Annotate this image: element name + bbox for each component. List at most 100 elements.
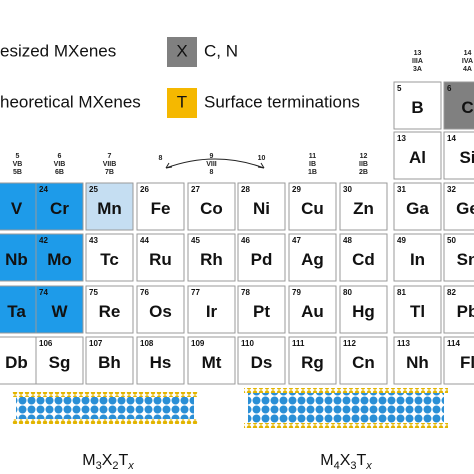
subscript: x <box>127 460 134 472</box>
element-cell <box>393 81 442 130</box>
group-alt: 5B <box>13 169 22 176</box>
atomic-number: 46 <box>241 236 250 245</box>
atomic-number: 25 <box>89 185 98 194</box>
atomic-number: 82 <box>447 288 456 297</box>
element-symbol: Tc <box>100 250 119 269</box>
element-symbol: In <box>410 250 425 269</box>
group-roman: IIIA <box>412 58 423 65</box>
element-cell <box>85 182 134 231</box>
element-symbol: Sg <box>49 353 71 372</box>
group-roman: VIII <box>206 161 217 168</box>
element-symbol: Ni <box>253 199 270 218</box>
terminations <box>244 423 448 428</box>
atomic-number: 24 <box>39 185 48 194</box>
element-cell <box>443 285 474 334</box>
atomic-number: 79 <box>292 288 301 297</box>
atomic-number: 113 <box>397 339 410 348</box>
element-symbol: Sn <box>457 250 474 269</box>
group-alt: 8 <box>210 169 214 176</box>
element-symbol: Fl <box>460 353 474 372</box>
atomic-number: 78 <box>241 288 250 297</box>
element-cell <box>187 336 236 385</box>
element-cell <box>339 336 388 385</box>
atomic-number: 5 <box>397 84 402 93</box>
element-cell <box>187 182 236 231</box>
element-symbol: Db <box>5 353 28 372</box>
letter: X <box>102 452 113 469</box>
element-symbol: Ge <box>456 199 474 218</box>
element-cell <box>443 233 474 282</box>
atomic-number: 6 <box>447 84 452 93</box>
element-symbol: Au <box>301 302 324 321</box>
element-cell <box>35 233 84 282</box>
legend-box <box>167 37 197 67</box>
arrow <box>165 158 265 169</box>
atomic-number: 77 <box>191 288 200 297</box>
group-number: 13 <box>414 50 422 57</box>
element-cell <box>443 131 474 180</box>
element-cell <box>237 233 286 282</box>
element-symbol: Nb <box>5 250 28 269</box>
element-symbol: Rh <box>200 250 223 269</box>
element-symbol: Hg <box>352 302 375 321</box>
structure-label: M4X3Tx <box>320 452 372 472</box>
element-cell <box>85 336 134 385</box>
group-number: 11 <box>309 153 317 160</box>
terminations <box>244 388 448 393</box>
atomic-number: 106 <box>39 339 53 348</box>
element-cell <box>237 285 286 334</box>
atomic-number: 109 <box>191 339 205 348</box>
subscript: 3 <box>350 460 356 472</box>
atomic-number: 27 <box>191 185 200 194</box>
atomic-number: 108 <box>140 339 154 348</box>
subscript: 4 <box>334 460 340 472</box>
subscript: 3 <box>96 460 102 472</box>
element-symbol: Os <box>149 302 172 321</box>
group-number: 5 <box>16 153 20 160</box>
element-symbol: B <box>411 98 423 117</box>
element-cell <box>35 285 84 334</box>
structure-m3x2 <box>16 397 194 419</box>
letter: M <box>82 452 95 469</box>
element-cell <box>339 285 388 334</box>
atomic-number: 80 <box>343 288 352 297</box>
group-alt: 3A <box>413 66 422 73</box>
element-symbol: Bh <box>98 353 121 372</box>
atomic-number: 107 <box>89 339 103 348</box>
group-alt: 1B <box>308 169 317 176</box>
group-roman: VIB <box>54 161 66 168</box>
atomic-number: 14 <box>447 134 456 143</box>
element-symbol: Re <box>99 302 121 321</box>
atomic-number: 30 <box>343 185 352 194</box>
subscript: 2 <box>112 460 118 472</box>
atomic-number: 112 <box>343 339 356 348</box>
element-cell <box>237 336 286 385</box>
atomic-number: 26 <box>140 185 149 194</box>
letter: T <box>356 452 366 469</box>
letter: X <box>340 452 351 469</box>
atomic-number: 49 <box>397 236 406 245</box>
element-cell <box>443 81 474 130</box>
atomic-number: 111 <box>292 339 305 348</box>
atomic-number: 50 <box>447 236 456 245</box>
element-symbol: Fe <box>151 199 171 218</box>
element-symbol: Al <box>409 148 426 167</box>
element-symbol: Ta <box>7 302 26 321</box>
group-roman: VB <box>13 161 23 168</box>
element-cell <box>393 182 442 231</box>
element-symbol: Rg <box>301 353 324 372</box>
atomic-number: 114 <box>447 339 460 348</box>
element-cell <box>288 336 337 385</box>
atomic-number: 81 <box>397 288 406 297</box>
element-cell <box>288 233 337 282</box>
element-symbol: Ag <box>301 250 324 269</box>
structure-label: M3X2Tx <box>82 452 134 472</box>
element-cell <box>443 336 474 385</box>
element-symbol: Pb <box>457 302 474 321</box>
group-number: 10 <box>258 155 266 162</box>
element-symbol: Co <box>200 199 223 218</box>
element-cell <box>443 182 474 231</box>
group-number: 7 <box>108 153 112 160</box>
atomic-number: 74 <box>39 288 48 297</box>
